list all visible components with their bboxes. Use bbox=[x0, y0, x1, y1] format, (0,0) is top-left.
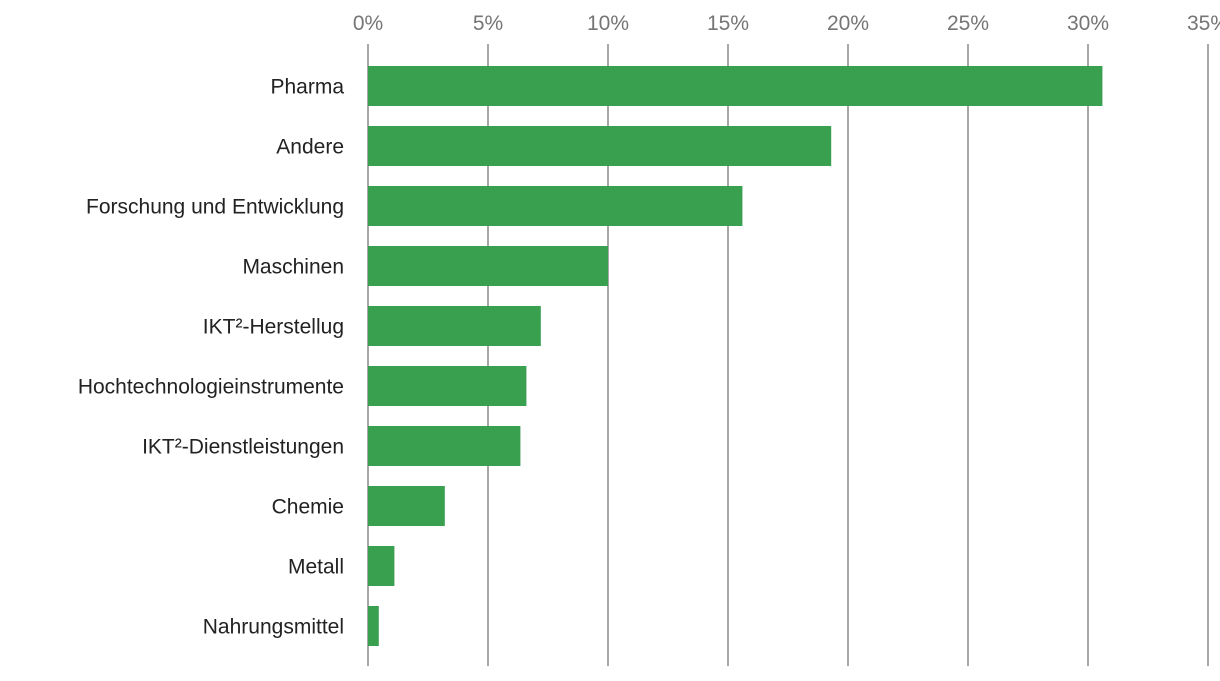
x-tick-label: 20% bbox=[827, 12, 869, 35]
bar-hochtechnologieinstrumente bbox=[368, 366, 527, 406]
x-tick-labels: 0% 5% 10% 15% 20% 25% 30% 35% bbox=[353, 12, 1220, 35]
category-label-pharma: Pharma bbox=[270, 76, 344, 99]
x-tick-label: 15% bbox=[707, 12, 749, 35]
category-labels: Pharma Andere Forschung und Entwicklung Mas… bbox=[78, 76, 344, 639]
category-label-nahrungsmittel: Nahrungsmittel bbox=[203, 616, 344, 639]
category-label-maschinen: Maschinen bbox=[242, 256, 344, 279]
bar-andere bbox=[368, 126, 832, 166]
bar-metall bbox=[368, 546, 395, 586]
category-label-andere: Andere bbox=[276, 136, 344, 159]
category-label-metall: Metall bbox=[288, 556, 344, 579]
category-label-chemie: Chemie bbox=[272, 496, 344, 519]
category-label-ikt2-herstellug: IKT²-Herstellug bbox=[203, 316, 344, 339]
bar-forschung-und-entwicklung bbox=[368, 186, 743, 226]
bar-pharma bbox=[368, 66, 1103, 106]
bar-ikt2-herstellug bbox=[368, 306, 541, 346]
bar-chemie bbox=[368, 486, 445, 526]
category-label-hochtechnologieinstrumente: Hochtechnologieinstrumente bbox=[78, 376, 344, 399]
category-label-ikt2-dienstleistungen: IKT²-Dienstleistungen bbox=[142, 436, 344, 459]
x-tick-label: 25% bbox=[947, 12, 989, 35]
bar-nahrungsmittel bbox=[368, 606, 379, 646]
bar-maschinen bbox=[368, 246, 608, 286]
x-tick-label: 30% bbox=[1067, 12, 1109, 35]
x-tick-label: 35% bbox=[1187, 12, 1220, 35]
x-tick-label: 5% bbox=[473, 12, 503, 35]
bar-ikt2-dienstleistungen bbox=[368, 426, 521, 466]
category-label-forschung-und-entwicklung: Forschung und Entwicklung bbox=[86, 196, 344, 219]
bars bbox=[368, 66, 1103, 646]
x-tick-label: 0% bbox=[353, 12, 383, 35]
x-tick-label: 10% bbox=[587, 12, 629, 35]
